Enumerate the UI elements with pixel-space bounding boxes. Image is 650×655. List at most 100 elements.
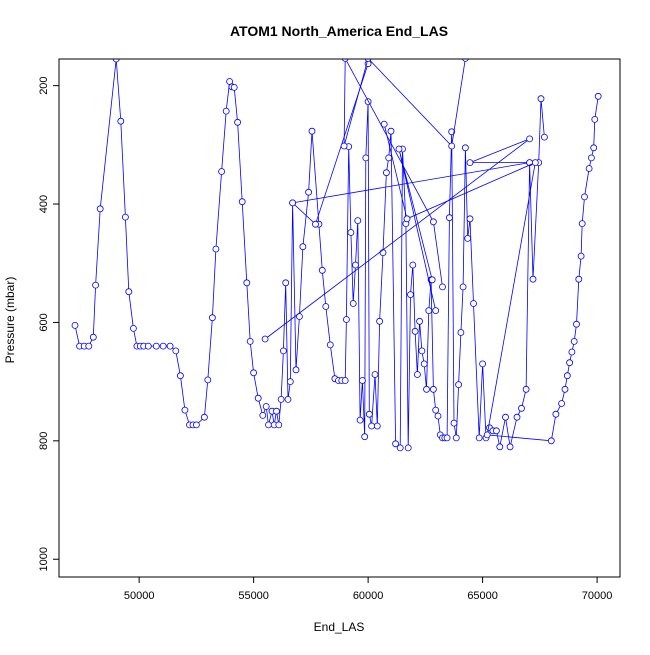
data-point (361, 433, 369, 441)
data-point (459, 283, 467, 291)
y-tick-label: 400 (38, 195, 50, 213)
series-line (383, 96, 599, 442)
data-point (591, 116, 599, 123)
data-point (71, 321, 79, 329)
data-point (439, 283, 446, 291)
data-point (434, 412, 442, 420)
data-point (563, 372, 571, 380)
data-point (364, 59, 372, 62)
data-point (125, 288, 133, 296)
data-point (385, 154, 393, 162)
data-point (254, 394, 262, 402)
data-point (461, 144, 469, 152)
x-tick-label: 70000 (582, 590, 613, 602)
data-point (502, 413, 509, 421)
data-point (475, 434, 483, 442)
data-point (282, 279, 290, 287)
data-point (492, 427, 500, 435)
data-point (340, 142, 348, 150)
series-2 (261, 60, 533, 343)
data-point (466, 159, 474, 167)
data-point (577, 252, 585, 260)
y-tick-label: 600 (38, 313, 50, 331)
data-point (443, 434, 451, 442)
data-point (373, 422, 381, 430)
series-1 (71, 59, 548, 452)
data-point (305, 188, 313, 196)
data-point (218, 168, 226, 175)
data-point (387, 127, 395, 135)
data-point (286, 378, 294, 386)
data-point (208, 314, 216, 322)
data-point (403, 215, 411, 223)
x-tick-label: 60000 (353, 590, 384, 602)
data-point (308, 127, 316, 135)
data-point (347, 229, 355, 236)
data-point (312, 220, 319, 228)
data-point (112, 59, 120, 63)
data-point (425, 307, 433, 315)
data-point (526, 135, 533, 143)
x-axis-label: End_LAS (314, 620, 365, 634)
data-point (342, 316, 350, 323)
data-point (144, 342, 152, 350)
data-point (129, 324, 137, 332)
data-point (429, 385, 437, 393)
data-point (376, 317, 384, 325)
data-point (570, 337, 578, 345)
y-tick-label: 200 (38, 76, 50, 94)
data-point (590, 144, 598, 152)
data-point (594, 92, 602, 100)
data-point (261, 335, 269, 343)
data-point (522, 385, 530, 393)
data-point (326, 341, 334, 349)
data-point (356, 416, 364, 424)
data-point (432, 307, 440, 315)
data-point (395, 145, 403, 153)
data-point (176, 372, 184, 380)
data-point (192, 421, 200, 429)
data-point (547, 437, 555, 445)
data-point (575, 275, 583, 283)
series-3 (395, 145, 440, 315)
data-point (365, 410, 373, 418)
data-point (392, 440, 400, 448)
data-point (568, 348, 576, 356)
x-tick-label: 65000 (467, 590, 498, 602)
data-point (259, 411, 267, 419)
data-point (273, 407, 280, 415)
axes: 50000 55000 60000 65000 70000 200 400 600 800 100… (38, 76, 612, 602)
data-point (529, 275, 537, 283)
data-point (537, 95, 545, 103)
y-axis-label: Pressure (mbar) (3, 277, 17, 364)
data-point (531, 159, 539, 167)
data-point (416, 317, 424, 325)
data-point (432, 406, 440, 414)
data-point (413, 371, 421, 378)
plot-frame (58, 58, 621, 578)
data-point (506, 443, 514, 451)
data-point (322, 303, 330, 310)
data-point (341, 59, 349, 62)
data-point (238, 198, 246, 206)
data-point (409, 261, 417, 269)
data-point (212, 245, 220, 253)
plot-area (71, 59, 602, 452)
data-point (404, 444, 412, 452)
data-point (496, 443, 504, 451)
data-point (279, 347, 287, 355)
data-point (204, 376, 212, 384)
data-point (292, 366, 300, 374)
data-point (418, 347, 426, 355)
data-point (284, 395, 292, 403)
x-tick-label: 50000 (124, 590, 155, 602)
data-point (243, 279, 251, 287)
data-point (92, 281, 99, 289)
data-point (222, 107, 230, 115)
data-point (462, 59, 469, 62)
data-point (166, 342, 174, 350)
data-point (566, 359, 573, 367)
data-point (234, 118, 242, 126)
data-point (445, 214, 453, 222)
